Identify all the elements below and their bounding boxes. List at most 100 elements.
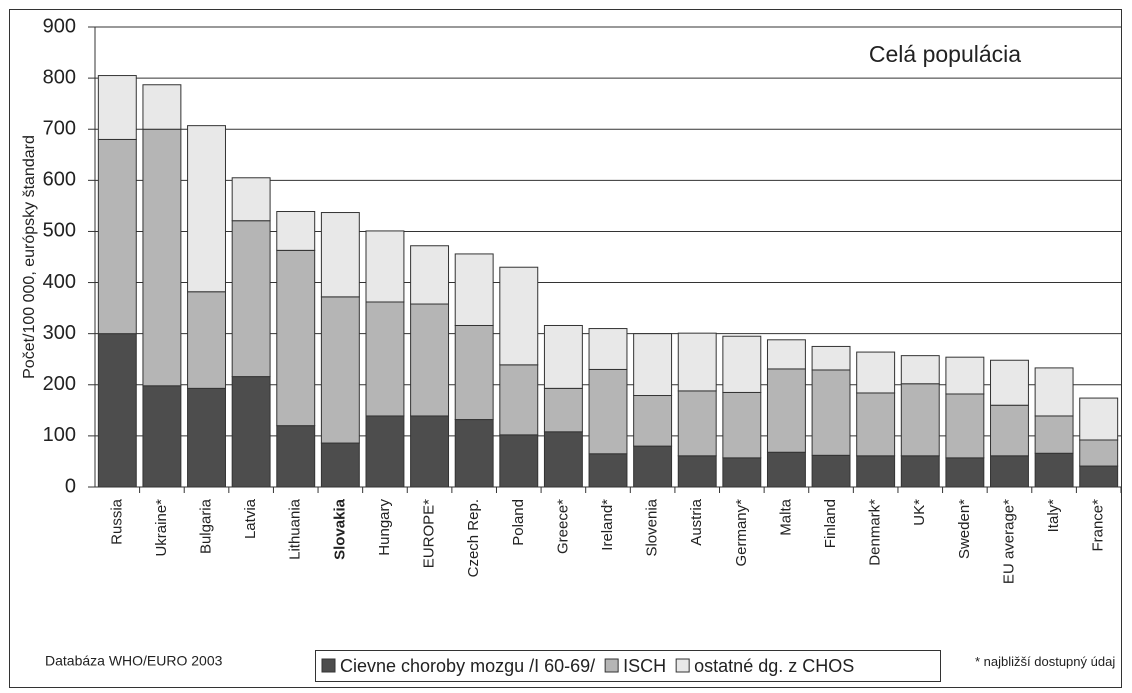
bar-segment (945, 393, 985, 459)
bar-segment (231, 220, 271, 378)
legend-swatch (321, 658, 336, 673)
legend-label: ostatné dg. z CHOS (694, 656, 854, 676)
bar-segment (633, 395, 673, 447)
bar-segment (633, 333, 673, 397)
y-tick-label: 400 (43, 271, 76, 293)
bar-segment (365, 301, 405, 417)
bar-segment (633, 445, 673, 488)
x-tick-label: UK* (911, 499, 928, 526)
x-tick-label: EUROPE* (421, 499, 438, 568)
bar-segment (677, 390, 717, 457)
bar-segment (365, 230, 405, 303)
bar-segment (276, 211, 316, 251)
bar-segment (900, 355, 940, 385)
x-tick-label: Ukraine* (153, 499, 170, 557)
bar-segment (811, 345, 851, 371)
bar-segment (990, 404, 1029, 457)
bar-segment (276, 425, 316, 488)
bar-segment (588, 368, 628, 455)
y-axis-label: Počet/100 000, európsky štandard (21, 135, 38, 379)
bar-segment (187, 387, 226, 488)
bar-segment (543, 324, 583, 389)
bar-segment (410, 415, 450, 488)
bar-segment (499, 364, 539, 436)
x-tick-label: France* (1090, 499, 1107, 552)
bar-segment (320, 212, 360, 298)
frame (9, 9, 1122, 688)
bar-segment (543, 431, 583, 488)
x-tick-label: Hungary (376, 499, 393, 556)
x-tick-label: Sweden* (956, 499, 973, 559)
bar-segment (454, 324, 494, 421)
bar-segment (1079, 439, 1119, 467)
bar-segment (187, 125, 226, 293)
bar-segment (766, 339, 806, 370)
bar-segment (811, 454, 851, 488)
bar-segment (499, 434, 539, 488)
x-tick-label: Czech Rep. (465, 499, 482, 577)
bar-segment (811, 369, 851, 456)
y-tick-label: 900 (43, 15, 76, 37)
footnote: * najbližší dostupný údaj (975, 654, 1116, 669)
bar-segment (900, 383, 940, 457)
bar-segment (1034, 452, 1074, 488)
bar-segment (722, 335, 762, 393)
bar-segment (722, 391, 762, 459)
bar-segment (945, 356, 985, 395)
y-tick-label: 300 (43, 322, 76, 344)
x-tick-label: Latvia (242, 498, 259, 539)
x-tick-label: Poland (510, 499, 527, 546)
bar-segment (856, 455, 896, 488)
annotation: Celá populácia (869, 41, 1021, 67)
bar-segment (588, 328, 628, 370)
bar-segment (722, 457, 762, 488)
x-tick-label: Russia (108, 498, 125, 545)
y-tick-label: 700 (43, 118, 76, 140)
bar-segment (856, 392, 896, 457)
bar-segment (276, 249, 316, 427)
x-tick-label: Denmark* (867, 499, 884, 566)
bar-segment (990, 455, 1029, 488)
bar-segment (365, 415, 405, 488)
footnote-box: * najbližší dostupný údaj (975, 654, 1116, 669)
bar-segment (142, 84, 182, 130)
bar-segment (231, 177, 271, 222)
bar-segment (231, 376, 271, 488)
bar-segment (97, 333, 137, 488)
y-tick-label: 600 (43, 169, 76, 191)
bar-segment (97, 75, 137, 140)
source: Databáza WHO/EURO 2003 (45, 653, 223, 669)
y-tick-label: 0 (65, 475, 76, 497)
bar-segment (1034, 415, 1074, 454)
bar-segment (320, 442, 360, 488)
bar-segment (142, 128, 182, 387)
x-tick-label: Slovakia (331, 498, 348, 560)
legend-swatch (604, 658, 619, 673)
bar-segment (454, 253, 494, 326)
x-tick-label: Malta (777, 498, 794, 535)
bar-segment (766, 451, 806, 488)
x-tick-label: Finland (822, 499, 839, 548)
x-tick-label: Austria (688, 498, 705, 545)
y-tick-label: 200 (43, 373, 76, 395)
bar-segment (900, 455, 940, 488)
bar-segment (543, 387, 583, 433)
y-tick-label: 800 (43, 66, 76, 88)
bar-segment (454, 419, 494, 488)
bar-segment (410, 303, 450, 417)
legend (315, 650, 941, 682)
bar-segment (142, 385, 182, 488)
y-tick-label: 500 (43, 220, 76, 242)
legend-label: Cievne choroby mozgu /I 60-69/ (340, 656, 595, 676)
bar-segment (588, 453, 628, 488)
x-tick-label: Bulgaria (197, 498, 214, 554)
x-tick-label: Greece* (554, 499, 571, 554)
legend-swatch (675, 658, 690, 673)
x-tick-label: Italy* (1045, 499, 1062, 533)
x-tick-label: Lithuania (287, 498, 304, 560)
bar-segment (320, 296, 360, 444)
bar-segment (677, 455, 717, 488)
x-tick-label: Germany* (733, 499, 750, 567)
legend-label: ISCH (623, 656, 666, 676)
